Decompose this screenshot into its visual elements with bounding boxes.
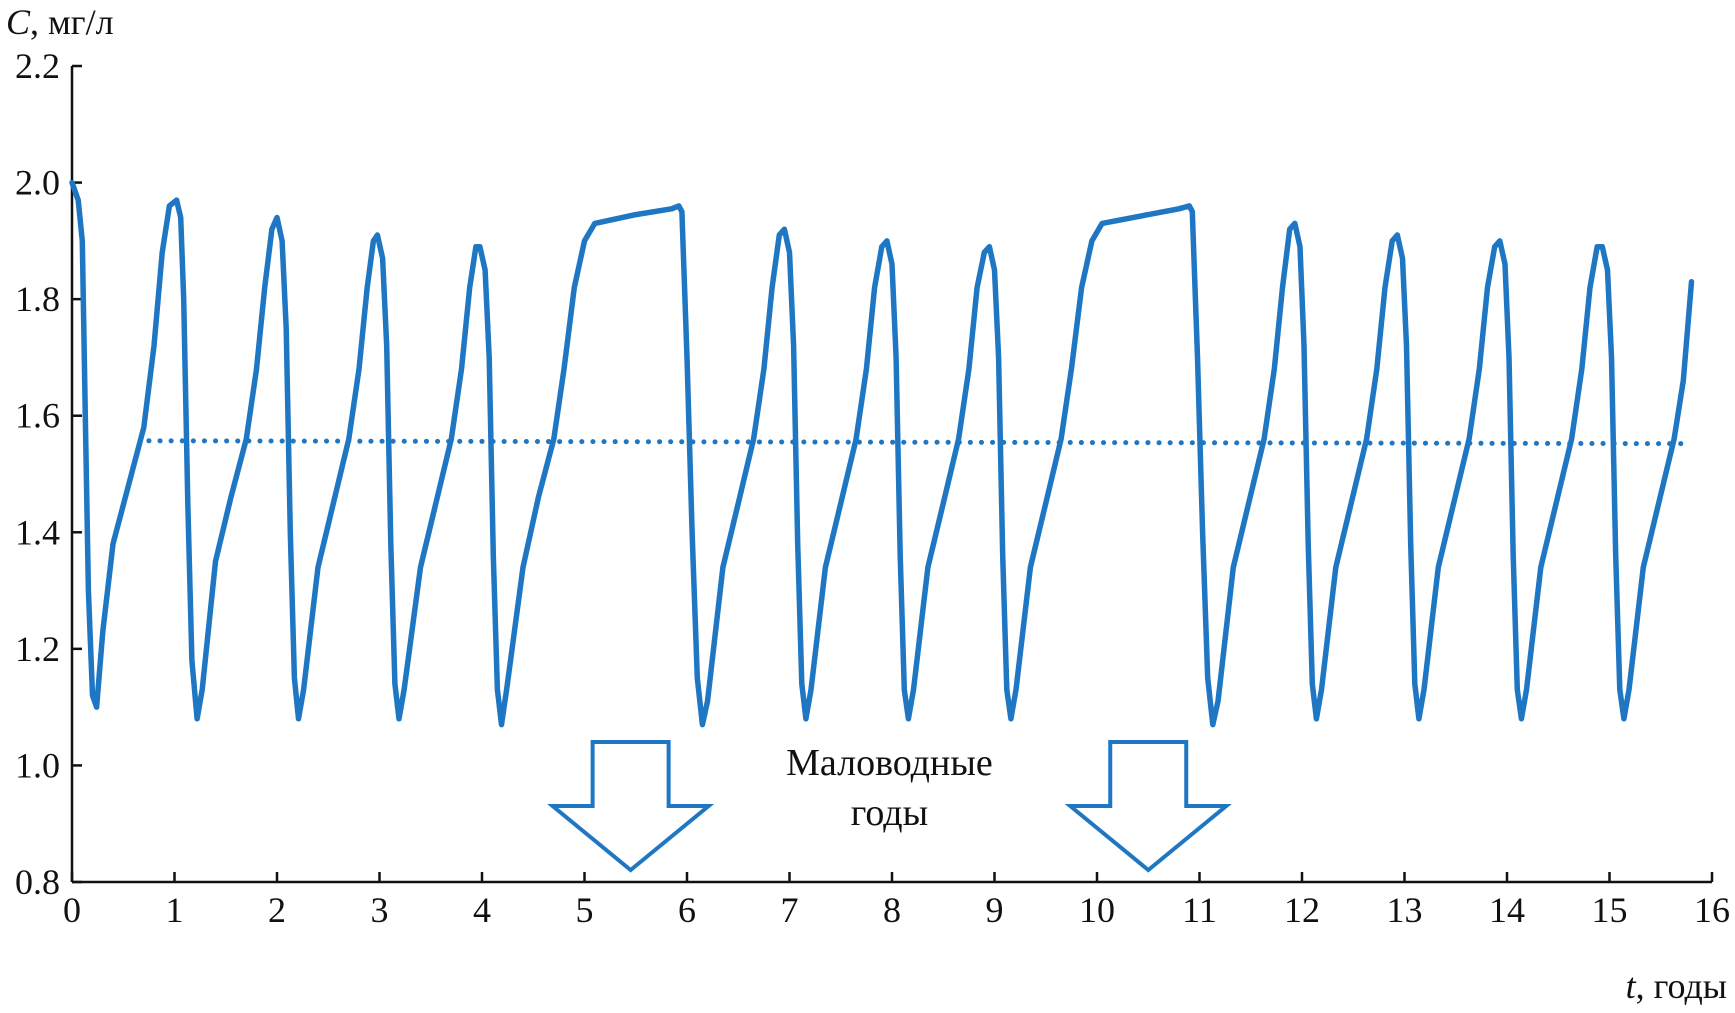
y-tick-label: 1.6 [15,396,60,436]
x-tick-label: 1 [166,890,184,930]
down-arrow-icon [547,740,715,873]
x-tick-label: 16 [1694,890,1730,930]
y-tick-label: 2.0 [15,163,60,203]
x-tick-label: 0 [63,890,81,930]
x-axis-unit: , годы [1636,966,1727,1006]
y-axis-unit: , мг/л [30,2,114,42]
x-tick-label: 5 [576,890,594,930]
y-tick-label: 1.2 [15,629,60,669]
x-tick-label: 13 [1387,890,1423,930]
x-tick-label: 14 [1489,890,1525,930]
x-tick-label: 6 [678,890,696,930]
x-tick-label: 12 [1284,890,1320,930]
x-tick-label: 2 [268,890,286,930]
y-tick-label: 0.8 [15,862,60,902]
x-tick-label: 3 [371,890,389,930]
y-tick-label: 2.2 [15,46,60,86]
annotation-text-line: годы [851,792,928,834]
x-tick-label: 8 [883,890,901,930]
y-axis-variable: C [6,2,31,42]
y-tick-label: 1.8 [15,279,60,319]
down-arrow-icon [1064,740,1232,873]
y-tick-label: 1.0 [15,745,60,785]
x-tick-label: 9 [986,890,1004,930]
x-axis-title: t, годы [1626,966,1727,1006]
x-tick-label: 7 [781,890,799,930]
y-axis-title: C, мг/л [6,2,114,42]
concentration-line [69,179,1695,728]
axes: 0 1 2 3 4 5 6 7 8 9 10 11 12 13 14 15 160.81.01.21.41.61… [15,46,1730,930]
mean-dotted-line [146,438,1694,447]
annotation-text-line: Маловодные [786,742,993,784]
x-tick-label: 11 [1182,890,1217,930]
annotation-layer: Маловодные годы [547,740,1232,873]
series-layer [69,179,1695,728]
y-tick-label: 1.4 [15,512,60,552]
x-tick-label: 15 [1592,890,1628,930]
x-tick-label: 4 [473,890,491,930]
x-tick-label: 10 [1079,890,1115,930]
x-axis-variable: t [1626,966,1637,1006]
